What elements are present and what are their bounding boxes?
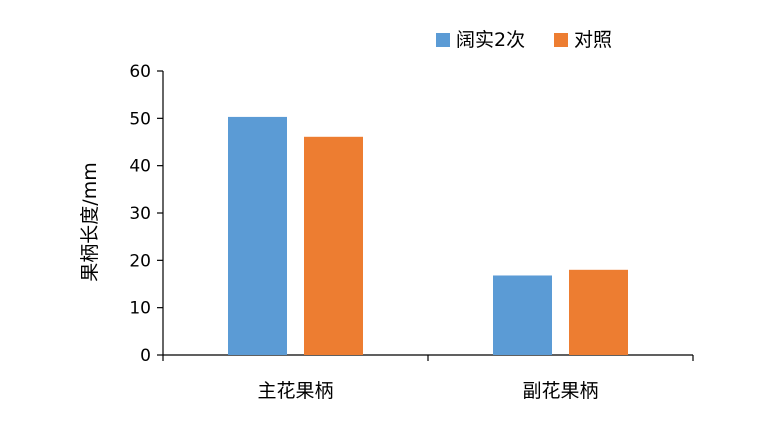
y-tick-label: 20 [129,251,151,271]
y-tick-label: 60 [129,62,151,82]
bar-series-1-1 [228,116,287,355]
bar-series-2-1 [304,136,363,355]
bars [228,116,628,355]
legend-label: 对照 [574,29,612,51]
y-tick-label: 50 [129,109,151,129]
x-tick-label: 主花果柄 [257,380,333,402]
x-tick-label: 副花果柄 [522,380,598,402]
axes: 0 10 20 30 40 50 60 主花果柄 副花果柄 [129,62,694,402]
bar-series-2-2 [569,269,628,355]
legend-label: 阔实2次 [456,29,525,51]
legend-swatch [436,33,450,47]
legend-swatch [554,33,568,47]
legend: 阔实2次 对照 [436,29,612,51]
y-tick-label: 0 [140,346,151,366]
y-tick-label: 30 [129,204,151,224]
y-tick-label: 40 [129,157,151,177]
y-tick-label: 10 [129,299,151,319]
bar-series-1-2 [493,275,552,355]
y-axis-label: 果柄长度/mm [79,162,101,281]
